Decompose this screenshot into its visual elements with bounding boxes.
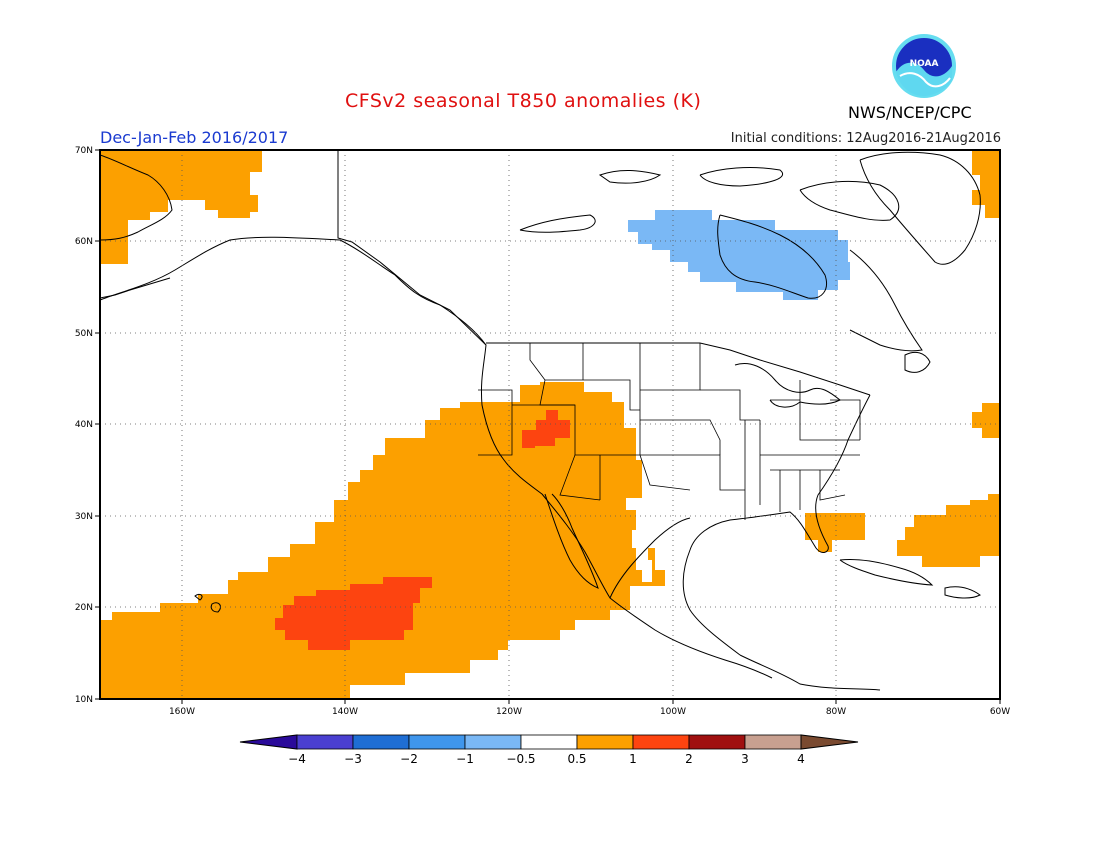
axis-ticks <box>95 149 1001 704</box>
colorbar-tick-label: 1 <box>629 752 637 766</box>
colorbar-tick-label: 2 <box>685 752 693 766</box>
colorbar-segment <box>744 734 802 750</box>
anomaly-fields <box>100 150 1000 699</box>
map-title: CFSv2 seasonal T850 anomalies (K) <box>345 90 702 112</box>
colorbar-tick-label: −2 <box>400 752 418 766</box>
noaa-logo-text: NOAA <box>910 59 939 69</box>
anomaly-region-southwest-red <box>522 410 570 448</box>
initial-conditions-label: Initial conditions: 12Aug2016-21Aug2016 <box>730 131 1001 146</box>
state-boundaries <box>478 343 861 520</box>
lon-label-160w: 160W <box>169 707 195 717</box>
anomaly-region-atlantic-subtropical <box>897 494 1000 567</box>
anomaly-region-bering <box>100 150 262 264</box>
coastlines <box>100 150 981 691</box>
colorbar-tick-label: 4 <box>797 752 805 766</box>
colorbar-segment <box>520 734 578 750</box>
colorbar-tick-label: −3 <box>344 752 362 766</box>
lon-label-140w: 140W <box>332 707 358 717</box>
colorbar-tick-label: −0.5 <box>506 752 535 766</box>
colorbar: −4 −3 −2 −1 −0.5 0.5 1 2 3 4 <box>239 734 859 766</box>
agency-label: NWS/NCEP/CPC <box>848 103 972 122</box>
anomaly-region-hudson-blue <box>628 210 850 300</box>
lat-label-40n: 40N <box>75 420 93 430</box>
lon-label-60w: 60W <box>990 707 1010 717</box>
colorbar-segment <box>296 734 354 750</box>
colorbar-segment <box>688 734 746 750</box>
season-label: Dec-Jan-Feb 2016/2017 <box>100 128 289 147</box>
anomaly-region-florida <box>805 513 865 552</box>
lon-label-120w: 120W <box>496 707 522 717</box>
colorbar-segment <box>352 734 410 750</box>
lat-label-10n: 10N <box>75 695 93 705</box>
lon-label-100w: 100W <box>660 707 686 717</box>
colorbar-tick-label: −1 <box>456 752 474 766</box>
anomaly-region-pacific-red <box>275 577 432 650</box>
lat-label-50n: 50N <box>75 329 93 339</box>
colorbar-tick-label: 3 <box>741 752 749 766</box>
anomaly-region-atlantic-north <box>972 403 1000 438</box>
colorbar-segment <box>239 734 298 750</box>
lat-label-30n: 30N <box>75 512 93 522</box>
colorbar-tick-label: 0.5 <box>567 752 586 766</box>
colorbar-tick-label: −4 <box>288 752 306 766</box>
latitude-labels: 70N 60N 50N 40N 30N 20N 10N <box>75 146 93 705</box>
lat-label-20n: 20N <box>75 603 93 613</box>
colorbar-segment <box>800 734 859 750</box>
anomaly-region-pacific <box>100 382 665 699</box>
colorbar-segment <box>464 734 522 750</box>
noaa-logo: NOAA <box>892 34 956 98</box>
colorbar-segment <box>632 734 690 750</box>
lon-label-80w: 80W <box>826 707 846 717</box>
lat-label-70n: 70N <box>75 146 93 156</box>
colorbar-segment <box>576 734 634 750</box>
colorbar-segment <box>408 734 466 750</box>
longitude-labels: 160W 140W 120W 100W 80W 60W <box>169 707 1010 717</box>
anomaly-region-greenland <box>972 150 1000 218</box>
lat-label-60n: 60N <box>75 237 93 247</box>
graticule <box>100 150 1000 699</box>
